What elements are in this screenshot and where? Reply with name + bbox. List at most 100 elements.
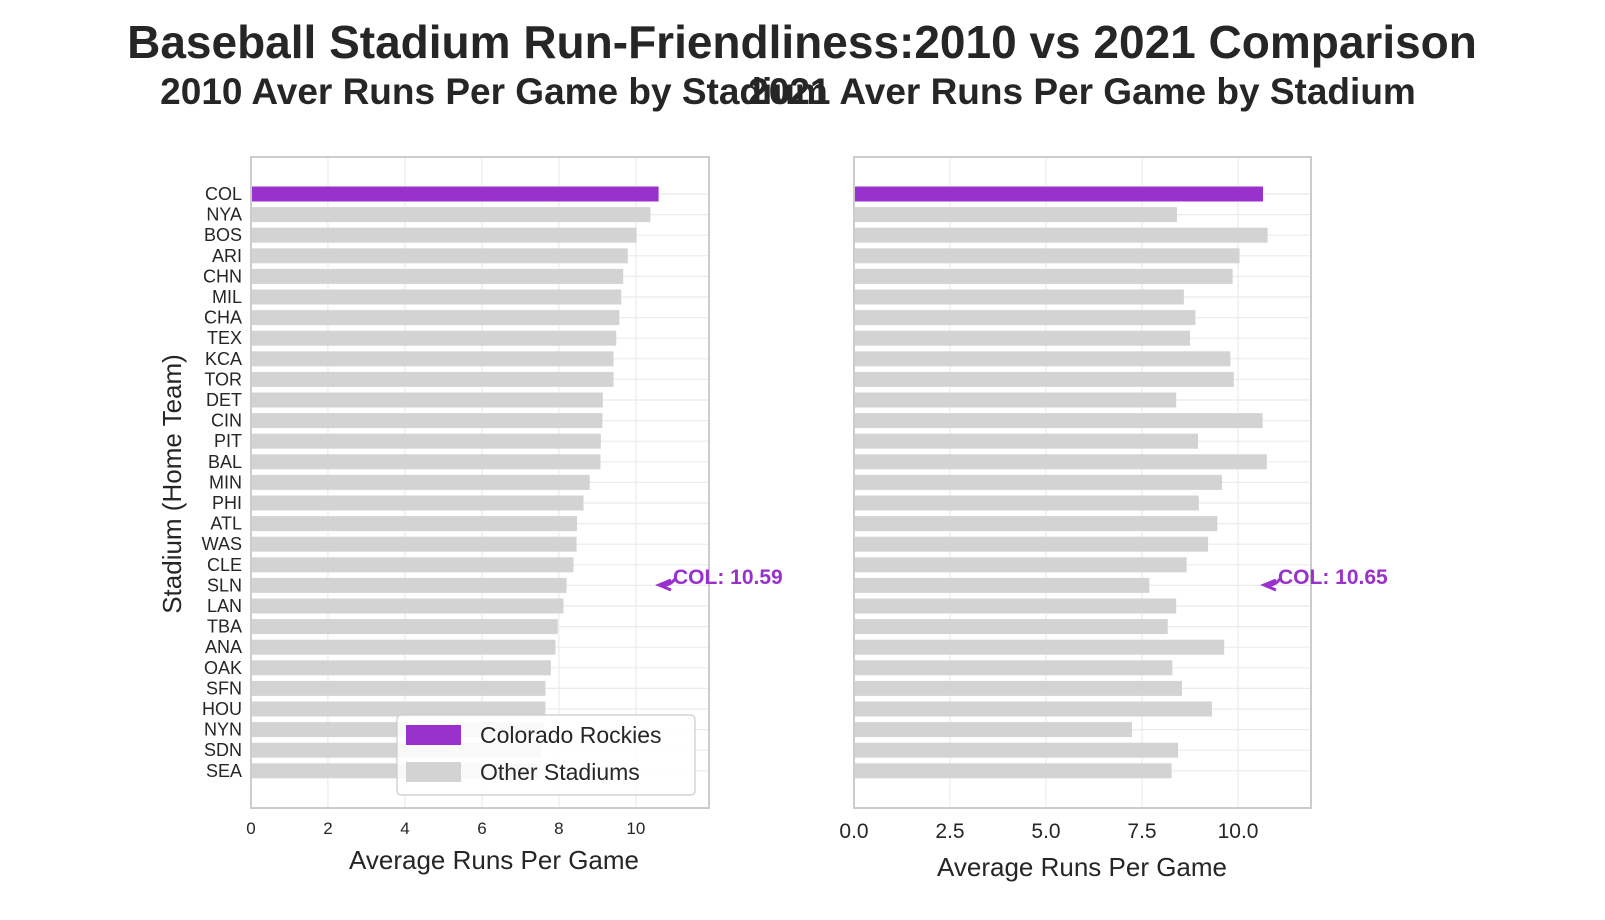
bar-sln: [854, 577, 1150, 593]
bar-kca: [854, 351, 1231, 367]
category-label-det: DET: [206, 390, 242, 410]
bar-kca: [251, 351, 614, 367]
bar-phi: [854, 495, 1199, 511]
category-label-tba: TBA: [207, 617, 242, 637]
category-label-cha: CHA: [204, 308, 242, 328]
bar-bal: [854, 454, 1267, 470]
category-label-bal: BAL: [208, 452, 242, 472]
bar-cha: [251, 310, 620, 326]
bar-det: [854, 392, 1177, 408]
bar-cle: [854, 557, 1187, 573]
category-label-pit: PIT: [214, 431, 242, 451]
panel-2021: 2021 Aver Runs Per Game by Stadium 0.0 2.…: [748, 71, 1416, 882]
category-labels-2010: COLNYABOSARICHNMILCHATEXKCATORDETCINPITB…: [202, 184, 242, 781]
category-label-kca: KCA: [205, 349, 242, 369]
bar-sea: [854, 763, 1172, 779]
category-label-sln: SLN: [207, 575, 242, 595]
bar-was: [854, 536, 1209, 552]
bar-was: [251, 536, 577, 552]
x-tick-label: 4: [400, 819, 409, 838]
bar-ana: [251, 639, 556, 655]
bar-phi: [251, 495, 584, 511]
annotation-text-2010: COL: 10.59: [673, 566, 783, 589]
bar-min: [251, 474, 590, 490]
x-tick-label: 6: [477, 819, 486, 838]
category-label-tex: TEX: [207, 328, 242, 348]
category-label-hou: HOU: [202, 699, 242, 719]
category-label-bos: BOS: [204, 225, 242, 245]
x-axis-label-2021: Average Runs Per Game: [937, 852, 1227, 882]
bar-col: [854, 186, 1263, 202]
category-label-min: MIN: [209, 472, 242, 492]
category-label-phi: PHI: [212, 493, 242, 513]
bar-sfn: [854, 680, 1182, 696]
bar-cin: [854, 413, 1263, 429]
category-label-atl: ATL: [210, 514, 242, 534]
bar-oak: [854, 660, 1173, 676]
x-tick-label: 5.0: [1031, 820, 1060, 843]
bar-tor: [251, 371, 614, 387]
bar-atl: [854, 516, 1218, 532]
x-tick-label: 7.5: [1127, 820, 1156, 843]
bar-tba: [251, 619, 558, 635]
bar-pit: [854, 433, 1199, 449]
annotation-arrow-2021: [1260, 578, 1282, 592]
bar-min: [854, 474, 1222, 490]
x-tick-label: 0: [246, 819, 255, 838]
x-ticks-2010: 0 2 4 6 8 10: [246, 819, 645, 838]
panel-2010: 2010 Aver Runs Per Game by Stadium 0 2 4 6 8…: [157, 71, 828, 875]
bar-hou: [251, 701, 546, 717]
annotation-2021: COL: 10.65: [1260, 566, 1388, 592]
bar-bos: [854, 227, 1268, 243]
bar-oak: [251, 660, 551, 676]
category-label-nyn: NYN: [204, 720, 242, 740]
category-label-tor: TOR: [204, 369, 242, 389]
bar-ana: [854, 639, 1225, 655]
annotation-arrow-2010: [655, 578, 677, 592]
annotation-text-2021: COL: 10.65: [1278, 566, 1388, 589]
x-tick-label: 0.0: [839, 820, 868, 843]
category-label-col: COL: [205, 184, 242, 204]
bar-ari: [854, 248, 1240, 264]
bar-chn: [251, 268, 624, 284]
category-label-lan: LAN: [207, 596, 242, 616]
category-label-sea: SEA: [206, 761, 242, 781]
bar-det: [251, 392, 603, 408]
category-label-mil: MIL: [212, 287, 242, 307]
category-label-was: WAS: [202, 534, 242, 554]
bar-atl: [251, 516, 577, 532]
x-axis-label-2010: Average Runs Per Game: [349, 845, 639, 875]
category-label-cle: CLE: [207, 555, 242, 575]
legend: Colorado Rockies Other Stadiums: [396, 714, 696, 796]
category-label-chn: CHN: [203, 266, 242, 286]
bar-tex: [854, 330, 1191, 346]
x-tick-label: 2.5: [935, 820, 964, 843]
bars-2021: [854, 186, 1268, 779]
bar-ari: [251, 248, 628, 264]
legend-box: [396, 714, 696, 796]
legend-label-colorado: Colorado Rockies: [480, 722, 662, 748]
bar-cle: [251, 557, 574, 573]
bar-col: [251, 186, 659, 202]
panel-title-2010: 2010 Aver Runs Per Game by Stadium: [160, 71, 828, 112]
bar-nyn: [854, 722, 1133, 738]
bar-bal: [251, 454, 601, 470]
legend-swatch-other: [406, 762, 461, 782]
category-label-oak: OAK: [204, 658, 242, 678]
x-tick-label: 10: [626, 819, 645, 838]
bar-chn: [854, 268, 1233, 284]
bar-tba: [854, 619, 1168, 635]
bar-mil: [854, 289, 1184, 305]
panel-title-2021: 2021 Aver Runs Per Game by Stadium: [748, 71, 1416, 112]
bar-pit: [251, 433, 601, 449]
plot-frame-2010: [250, 156, 710, 809]
bar-cin: [251, 413, 603, 429]
legend-swatch-colorado: [406, 725, 461, 745]
category-label-ari: ARI: [212, 246, 242, 266]
bar-sfn: [251, 680, 546, 696]
bar-lan: [854, 598, 1177, 614]
bars-2010: [251, 186, 659, 779]
annotation-2010: COL: 10.59: [655, 566, 783, 592]
plot-frame-2021: [853, 156, 1312, 809]
